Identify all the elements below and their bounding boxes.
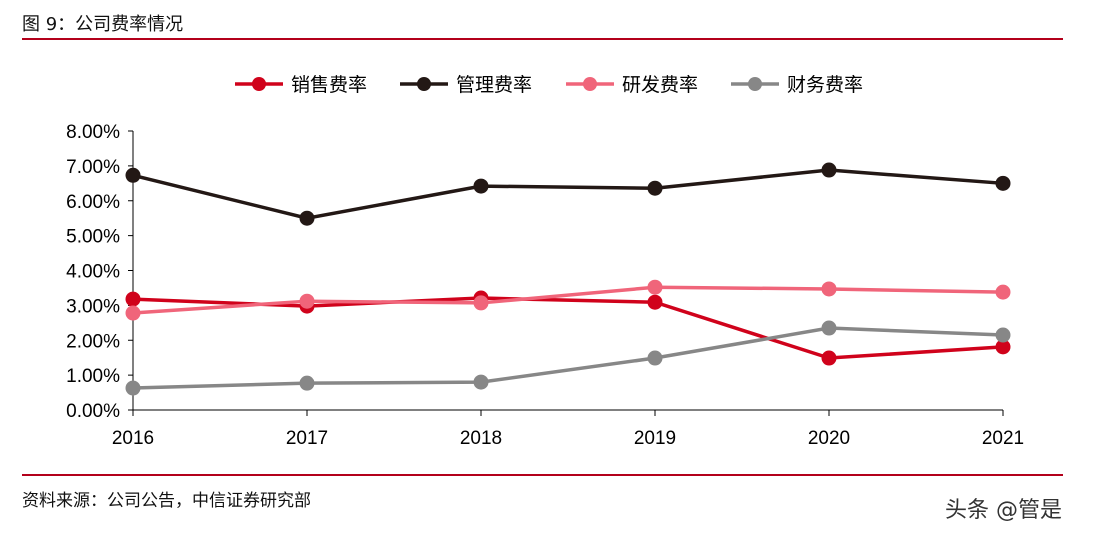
data-point (821, 350, 837, 366)
data-point (647, 279, 663, 295)
y-tick-label: 3.00% (66, 296, 120, 317)
data-point (473, 178, 489, 194)
data-point (125, 380, 141, 396)
data-point (647, 350, 663, 366)
y-tick-label: 6.00% (66, 192, 120, 213)
x-tick-label: 2020 (808, 428, 850, 449)
bottom-divider (22, 474, 1063, 476)
data-point (995, 339, 1011, 355)
data-point (821, 281, 837, 297)
series-line-2 (132, 168, 1004, 220)
data-point (125, 291, 141, 307)
y-tick-label: 5.00% (66, 227, 120, 248)
data-point (995, 175, 1011, 191)
y-tick-label: 1.00% (66, 366, 120, 387)
data-point (647, 294, 663, 310)
figure-title: 图 9：公司费率情况 (22, 14, 184, 35)
y-tick-label: 7.00% (66, 157, 120, 178)
data-point (299, 293, 315, 309)
legend-label: 管理费率 (456, 74, 532, 96)
data-point (821, 320, 837, 336)
data-point (995, 284, 1011, 300)
top-divider (22, 38, 1063, 40)
data-point (821, 162, 837, 178)
legend-marker (748, 77, 762, 91)
data-point (647, 180, 663, 196)
data-point (299, 210, 315, 226)
x-tick-label: 2016 (112, 428, 154, 449)
y-tick-label: 4.00% (66, 262, 120, 283)
y-tick-label: 8.00% (66, 122, 120, 143)
x-tick-label: 2019 (634, 428, 676, 449)
data-point (473, 295, 489, 311)
x-tick-label: 2021 (982, 428, 1024, 449)
series-line-3 (132, 285, 1004, 315)
data-point (473, 374, 489, 390)
legend-marker (417, 77, 431, 91)
x-tick-label: 2017 (286, 428, 328, 449)
legend-label: 财务费率 (787, 74, 863, 96)
x-tick-label: 2018 (460, 428, 502, 449)
legend-marker (583, 77, 597, 91)
legend-label: 研发费率 (622, 74, 698, 96)
legend-label: 销售费率 (291, 74, 367, 96)
y-tick-label: 0.00% (66, 401, 120, 422)
data-point (125, 305, 141, 321)
data-point (125, 167, 141, 183)
legend-marker (252, 77, 266, 91)
data-point (299, 375, 315, 391)
data-point (995, 327, 1011, 343)
watermark: 头条 @管是 (945, 498, 1062, 523)
y-tick-label: 2.00% (66, 331, 120, 352)
source-note: 资料来源：公司公告，中信证券研究部 (22, 491, 311, 511)
series-line-4 (132, 326, 1004, 390)
